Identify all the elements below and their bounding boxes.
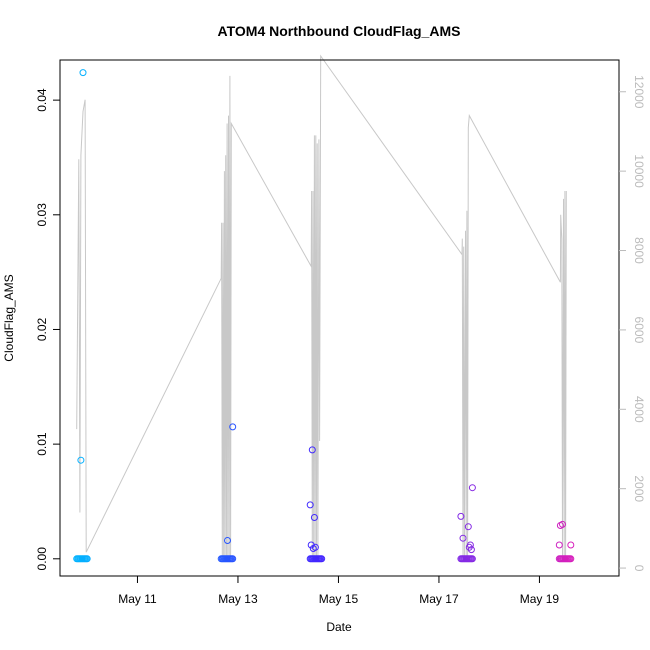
line-series-layer: [76, 54, 567, 557]
data-point: [77, 456, 85, 464]
data-point: [567, 541, 575, 549]
data-point: [467, 546, 475, 554]
series-line: [76, 54, 567, 557]
y-tick-label: 0.03: [35, 203, 49, 227]
x-tick-label: May 13: [218, 592, 258, 606]
x-tick-label: May 19: [520, 592, 560, 606]
x-tick-label: May 11: [118, 592, 157, 606]
data-point: [318, 555, 326, 563]
y2-tick-label: 10000: [632, 154, 646, 188]
y2-tick-label: 6000: [632, 317, 646, 344]
point-series-layer: [73, 69, 575, 563]
data-point: [555, 541, 563, 549]
y2-tick-label: 0: [632, 565, 646, 572]
chart-title: ATOM4 Northbound CloudFlag_AMS: [218, 23, 461, 39]
data-point: [229, 423, 237, 431]
y2-tick-label: 2000: [632, 475, 646, 502]
data-point: [567, 555, 575, 563]
data-point: [308, 446, 316, 454]
data-point: [229, 555, 237, 563]
data-point: [311, 543, 319, 551]
data-point: [559, 520, 566, 528]
data-point: [83, 555, 91, 563]
data-point: [79, 69, 87, 77]
y2-tick-label: 12000: [632, 75, 646, 109]
y2-tick-label: 8000: [632, 237, 646, 264]
x-tick-label: May 17: [419, 592, 459, 606]
y2-tick-label: 4000: [632, 396, 646, 423]
axes-layer: May 11 May 13 May 15 May 17 May 19 0.00 0.01 0.…: [35, 59, 646, 606]
data-point: [466, 541, 474, 549]
y-tick-label: 0.00: [35, 547, 49, 571]
y-tick-label: 0.01: [35, 432, 49, 456]
x-axis-label: Date: [326, 620, 352, 634]
data-point: [307, 541, 315, 549]
plot-frame: [59, 59, 620, 577]
data-point: [224, 537, 231, 544]
data-point: [468, 484, 476, 492]
data-point: [468, 555, 476, 563]
data-point: [459, 534, 467, 542]
x-tick-label: May 15: [319, 592, 359, 606]
y-tick-label: 0.02: [35, 317, 49, 341]
data-point: [306, 501, 314, 509]
data-point: [310, 514, 318, 521]
data-point: [457, 512, 465, 520]
data-point: [464, 523, 472, 531]
y-tick-label: 0.04: [35, 88, 49, 112]
y-axis-label: CloudFlag_AMS: [2, 274, 16, 361]
